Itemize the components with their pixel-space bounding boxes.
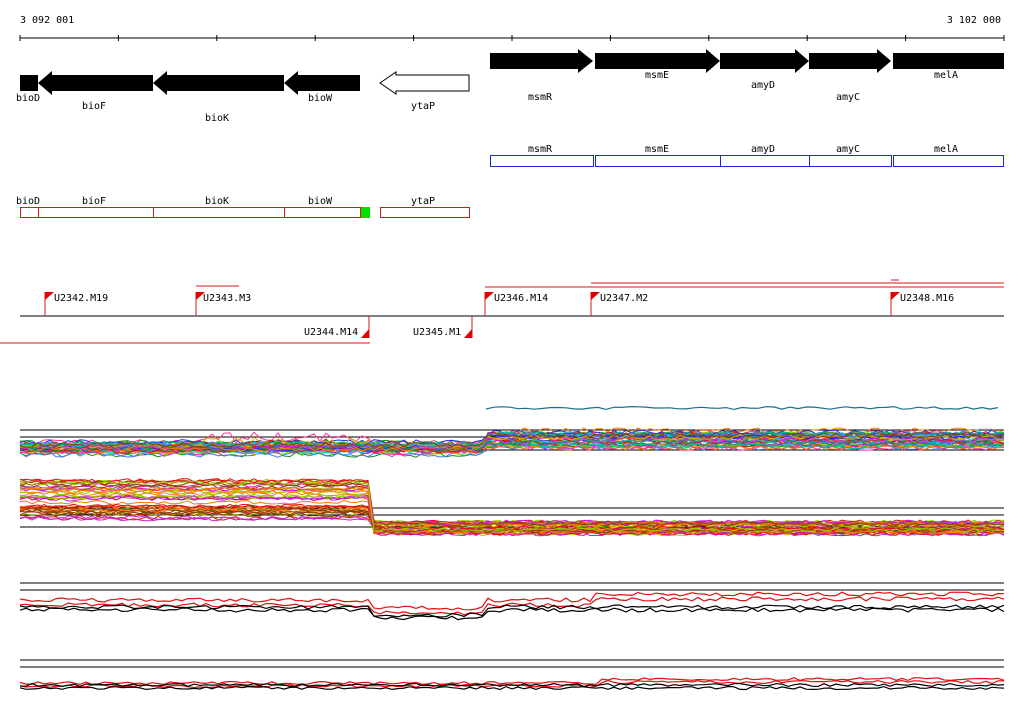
gene-label-bioF: bioF: [82, 101, 106, 112]
operon-box-msmR[interactable]: [490, 155, 594, 167]
operon-track-red-labels: bioD bioF bioK bioW ytaP: [16, 196, 435, 207]
gene-arrow-bioW[interactable]: [284, 71, 360, 95]
gene-label-amyC: amyC: [836, 92, 860, 103]
operon-box-msmE[interactable]: [595, 155, 721, 167]
expression-profile-track-4: [19, 659, 1005, 691]
tu-flag-U2342[interactable]: U2342.M19: [44, 292, 108, 316]
operon-label-msmR: msmR: [528, 144, 553, 155]
tu-label-U2345: U2345.M1: [413, 327, 461, 338]
coordinate-ruler: 3 092 001 3 102 000: [19, 15, 1005, 41]
tu-label-U2347: U2347.M2: [600, 293, 648, 304]
tu-label-U2342: U2342.M19: [54, 293, 108, 304]
gene-arrow-bioD[interactable]: [20, 75, 38, 91]
expression-profile-track-3: [19, 582, 1005, 621]
gene-arrow-bioF[interactable]: [38, 71, 153, 95]
tu-label-U2344: U2344.M14: [304, 327, 358, 338]
operon-label-bioF: bioF: [82, 196, 106, 207]
tu-label-U2348: U2348.M16: [900, 293, 954, 304]
gene-track: bioD bioF bioK bioW ytaP msmR msmE amyD …: [16, 49, 1004, 124]
operon-label-amyC: amyC: [836, 144, 860, 155]
tu-label-U2343: U2343.M3: [203, 293, 251, 304]
gene-label-amyD: amyD: [751, 80, 775, 91]
gene-label-msmE: msmE: [645, 70, 669, 81]
operon-track-blue: [490, 155, 1004, 167]
gene-arrow-amyC[interactable]: [809, 49, 891, 73]
tu-flag-U2347[interactable]: U2347.M2: [590, 292, 648, 316]
gene-label-bioD: bioD: [16, 93, 40, 104]
ruler-start-label: 3 092 001: [20, 15, 74, 26]
operon-box-ytaP[interactable]: [380, 207, 470, 218]
gene-arrow-bioK[interactable]: [153, 71, 284, 95]
tu-flag-U2348[interactable]: U2348.M16: [890, 292, 954, 316]
operon-label-melA: melA: [934, 144, 958, 155]
tu-flag-U2343[interactable]: U2343.M3: [195, 292, 251, 316]
gene-arrow-msmE[interactable]: [595, 49, 720, 73]
operon-track-blue-labels: msmR msmE amyD amyC melA: [528, 144, 958, 155]
gene-arrow-amyD[interactable]: [720, 49, 809, 73]
gene-arrow-melA[interactable]: [893, 53, 1004, 69]
transcription-unit-track: U2342.M19 U2343.M3 U2346.M14 U2347.M2 U2…: [0, 279, 1004, 344]
ruler-ticks: [19, 35, 1005, 41]
gene-arrow-msmR[interactable]: [490, 49, 593, 73]
gene-label-bioK: bioK: [205, 113, 229, 124]
expression-profile-track-1: [19, 405, 1005, 458]
operon-label-amyD: amyD: [751, 144, 775, 155]
operon-box-bioW[interactable]: [284, 207, 361, 218]
operon-label-ytaP: ytaP: [411, 196, 435, 207]
expression-profile-track-2: [19, 478, 1005, 537]
operon-track-red: [20, 207, 470, 218]
tu-label-U2346: U2346.M14: [494, 293, 548, 304]
gene-label-msmR: msmR: [528, 92, 553, 103]
tu-flag-U2346[interactable]: U2346.M14: [484, 292, 548, 316]
tu-flag-U2345[interactable]: U2345.M1: [413, 316, 473, 338]
operon-box-melA[interactable]: [893, 155, 1004, 167]
gene-label-bioW: bioW: [308, 93, 333, 104]
operon-label-bioD: bioD: [16, 196, 40, 207]
gene-label-ytaP: ytaP: [411, 101, 435, 112]
gene-arrow-ytaP[interactable]: [379, 71, 470, 95]
operon-label-bioW: bioW: [308, 196, 333, 207]
tu-flag-U2344[interactable]: U2344.M14: [304, 316, 370, 338]
operon-box-amyC[interactable]: [809, 155, 892, 167]
operon-box-amyD[interactable]: [720, 155, 810, 167]
operon-box-bioF[interactable]: [38, 207, 154, 218]
operon-label-bioK: bioK: [205, 196, 229, 207]
green-marker[interactable]: [361, 207, 370, 218]
operon-box-bioD[interactable]: [20, 207, 39, 218]
operon-box-bioK[interactable]: [153, 207, 285, 218]
ruler-end-label: 3 102 000: [947, 15, 1001, 26]
gene-label-melA: melA: [934, 70, 958, 81]
operon-label-msmE: msmE: [645, 144, 669, 155]
